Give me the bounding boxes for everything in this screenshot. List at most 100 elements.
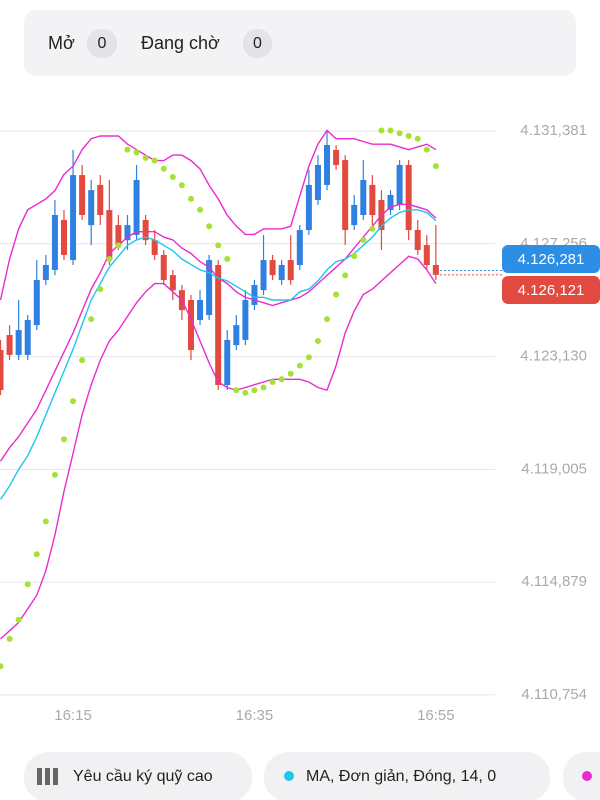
sar-dot xyxy=(423,146,430,153)
candle-body xyxy=(70,175,77,261)
x-tick-label: 16:55 xyxy=(417,707,455,724)
candle-body xyxy=(88,190,95,226)
candle-body xyxy=(79,175,86,215)
candle-body xyxy=(106,210,113,261)
tab-count: 0 xyxy=(253,35,262,52)
tab-count: 0 xyxy=(98,35,107,52)
chip-label: Yêu cầu ký quỹ cao xyxy=(73,768,213,785)
sar-dot xyxy=(60,436,67,443)
y-tick-label: 4.131,381 xyxy=(520,122,587,139)
sar-dot xyxy=(160,165,167,172)
tab-badge xyxy=(243,29,272,58)
sar-dot xyxy=(142,154,149,161)
y-tick-label: 4.114,879 xyxy=(521,573,587,590)
sar-dot xyxy=(178,182,185,189)
sar-dot xyxy=(15,616,22,623)
candle-body xyxy=(33,280,40,326)
candle-body xyxy=(197,300,204,320)
y-tick-label: 4.123,130 xyxy=(520,348,587,365)
candle-body xyxy=(51,214,58,270)
sar-dot xyxy=(351,253,358,260)
chip-label: MA, Đơn giản, Đóng, 14, 0 xyxy=(306,768,496,785)
price-tag-label: 4.126,281 xyxy=(518,251,585,268)
sar-dot xyxy=(296,362,303,369)
candle-body xyxy=(24,319,31,355)
sar-dot xyxy=(242,389,249,396)
sar-dot xyxy=(369,225,376,232)
footer-chip[interactable] xyxy=(24,752,252,800)
candle-body xyxy=(133,180,140,235)
candle-body xyxy=(324,145,331,185)
y-tick-label: 4.110,754 xyxy=(521,686,587,703)
sar-dot xyxy=(269,379,276,385)
sar-dot xyxy=(224,256,231,262)
candle-body xyxy=(42,265,49,281)
candle-body xyxy=(97,184,104,215)
sar-dot xyxy=(432,163,439,170)
candle-body xyxy=(296,230,303,266)
footer-chip[interactable] xyxy=(563,752,600,800)
candle-body xyxy=(269,260,276,276)
sar-dot xyxy=(187,195,194,202)
candle-body xyxy=(314,164,321,200)
sar-dot xyxy=(342,272,349,279)
tab-label[interactable]: Đang chờ xyxy=(141,33,220,53)
sar-dot xyxy=(333,291,340,298)
sar-dot xyxy=(287,370,294,377)
sar-dot xyxy=(97,286,104,293)
tab-label[interactable]: Mở xyxy=(48,33,75,53)
sar-dot xyxy=(6,635,13,642)
indicator-line xyxy=(0,255,437,640)
x-tick-label: 16:15 xyxy=(54,707,92,724)
chip-icon xyxy=(37,768,42,785)
indicator-line xyxy=(0,129,437,301)
candle-body xyxy=(396,164,403,205)
tab-badge xyxy=(87,29,117,58)
candle-body xyxy=(60,219,67,255)
candle-body xyxy=(351,204,358,226)
candle-body xyxy=(242,300,249,340)
sar-dot xyxy=(42,518,49,525)
sar-dot xyxy=(324,316,331,323)
sar-dot xyxy=(387,127,394,134)
candle-body xyxy=(233,325,240,346)
chip-icon xyxy=(45,768,50,785)
sar-dot xyxy=(305,354,312,361)
candle-body xyxy=(305,184,312,231)
footer-chip[interactable] xyxy=(264,752,550,800)
candle-body xyxy=(414,230,421,250)
candle-body xyxy=(115,225,122,246)
candle-body xyxy=(151,240,158,255)
sar-dot xyxy=(233,387,240,394)
sar-dot xyxy=(405,133,412,139)
price-tag xyxy=(502,245,600,273)
sar-dot xyxy=(396,130,403,137)
sar-dot xyxy=(79,357,86,364)
sar-dot xyxy=(51,471,58,478)
sar-dot xyxy=(88,316,95,323)
candle-body xyxy=(224,339,231,386)
candle-body xyxy=(215,265,222,386)
sar-dot xyxy=(0,663,4,670)
candle-body xyxy=(278,265,285,281)
candle-body xyxy=(124,225,131,241)
sar-dot xyxy=(360,236,367,243)
sar-dot xyxy=(169,174,176,180)
candle-body xyxy=(405,164,412,231)
price-tag xyxy=(502,276,600,304)
sar-dot xyxy=(133,149,140,156)
chart: 4.131,3814.127,2564.123,1304.119,0054.11… xyxy=(0,122,600,724)
sar-dot xyxy=(414,135,421,142)
candle-body xyxy=(360,180,367,215)
sar-dot xyxy=(378,127,385,134)
sar-dot xyxy=(124,146,131,153)
candle-body xyxy=(387,195,394,211)
sar-dot xyxy=(24,581,31,588)
chip-icon xyxy=(53,768,58,785)
candle-body xyxy=(287,260,294,281)
x-tick-label: 16:35 xyxy=(236,707,274,724)
candle-body xyxy=(187,300,194,351)
candle-body xyxy=(169,275,176,291)
candle-body xyxy=(333,149,340,165)
